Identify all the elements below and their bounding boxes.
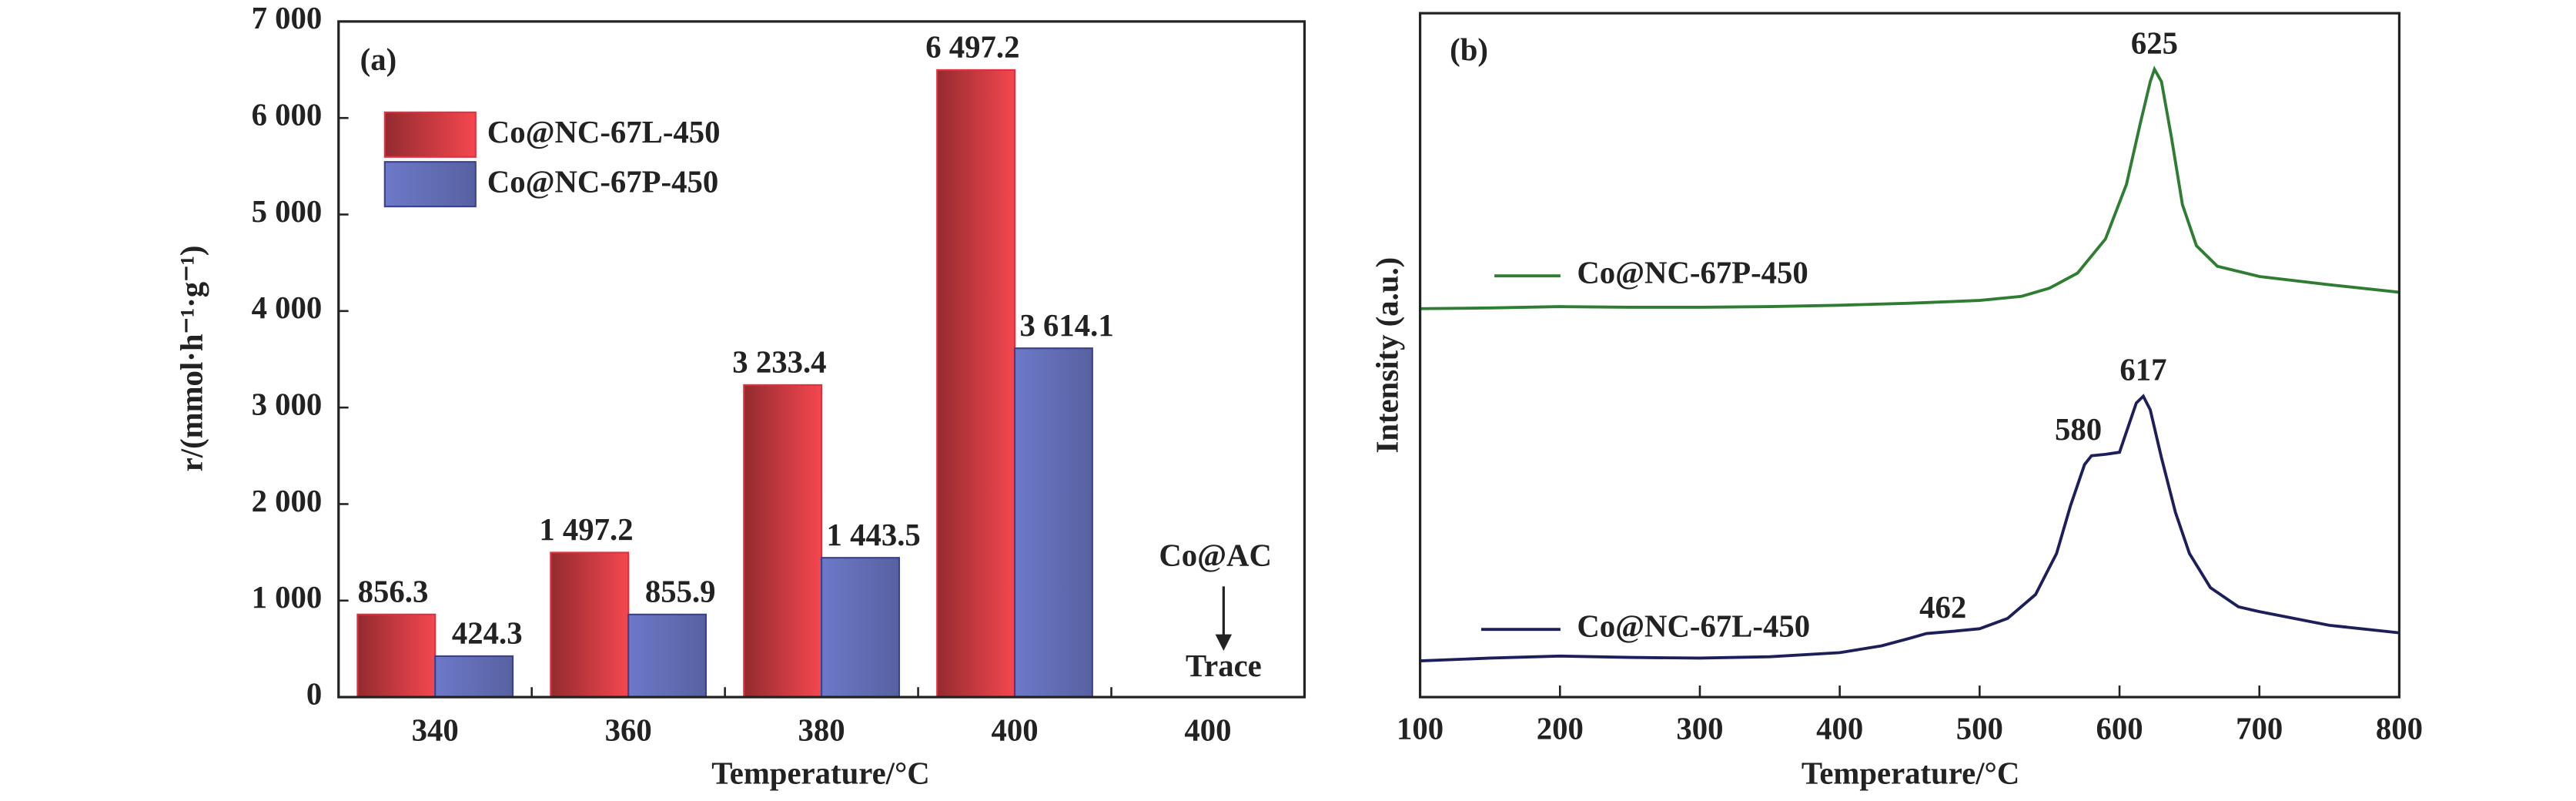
y-tick-label: 1 000 <box>252 580 323 615</box>
y-tick-label: 6 000 <box>252 98 323 132</box>
bar <box>627 613 708 699</box>
x-tick-label: 600 <box>2096 711 2143 746</box>
y-tick-label: 7 000 <box>252 1 323 35</box>
legend-label: Co@NC-67P-450 <box>1577 256 1808 290</box>
legend-label: Co@NC-67L-450 <box>1577 609 1810 644</box>
y-tick-label: 2 000 <box>252 484 323 518</box>
bar <box>356 613 437 699</box>
y-tick-label: 3 000 <box>252 387 323 422</box>
x-tick-label: 360 <box>605 713 652 748</box>
value-label: 1 497.2 <box>539 512 633 547</box>
legend-label: Co@NC-67L-450 <box>487 115 721 149</box>
value-label: 3 614.1 <box>1019 308 1113 343</box>
bar <box>434 655 514 699</box>
legend-label: Co@NC-67P-450 <box>487 165 718 199</box>
arrow-head <box>1215 634 1233 652</box>
annotation: Co@AC <box>1159 538 1272 572</box>
x-tick-label: 100 <box>1397 711 1444 746</box>
legend-swatch <box>383 161 477 208</box>
peak-label: 462 <box>1919 590 1966 625</box>
line <box>1420 65 2400 310</box>
x-axis-label: Temperature/°C <box>711 756 929 790</box>
value-label: 424.3 <box>452 616 523 651</box>
line <box>1420 394 2400 662</box>
y-axis-label: r/(mmol·h⁻¹·g⁻¹) <box>175 246 209 472</box>
x-tick-label: 400 <box>1816 711 1863 746</box>
plot-frame <box>337 20 1306 699</box>
value-label: 1 443.5 <box>827 518 921 552</box>
panel-label: (a) <box>360 42 397 77</box>
x-tick-label: 400 <box>1184 713 1231 748</box>
peak-label: 580 <box>2055 412 2102 447</box>
legend-swatch <box>383 111 477 158</box>
x-tick-label: 300 <box>1676 711 1723 746</box>
x-tick-label: 500 <box>1956 711 2003 746</box>
value-label: 6 497.2 <box>925 30 1019 65</box>
value-label: 856.3 <box>358 574 429 608</box>
x-tick-label: 400 <box>991 713 1038 748</box>
bar <box>936 69 1016 699</box>
peak-label: 625 <box>2131 25 2178 60</box>
bar <box>743 384 823 699</box>
y-axis-label: Intensity (a.u.) <box>1370 257 1404 454</box>
plot-frame <box>1418 12 2401 699</box>
panel-label: (b) <box>1450 32 1488 67</box>
x-axis-label: Temperature/°C <box>1802 756 2019 790</box>
value-label: 3 233.4 <box>732 345 826 380</box>
x-tick-label: 380 <box>798 713 845 748</box>
value-label: 855.9 <box>645 574 716 608</box>
y-tick-label: 0 <box>306 676 322 711</box>
x-tick-label: 700 <box>2236 711 2283 746</box>
peak-label: 617 <box>2119 353 2166 387</box>
y-tick-label: 5 000 <box>252 194 323 229</box>
x-tick-label: 200 <box>1537 711 1584 746</box>
x-tick-label: 340 <box>412 713 459 748</box>
bar <box>1013 347 1093 699</box>
annotation: Trace <box>1186 649 1262 683</box>
bar <box>550 551 630 699</box>
y-tick-label: 4 000 <box>252 290 323 325</box>
bar <box>821 557 900 699</box>
x-tick-label: 800 <box>2376 711 2423 746</box>
